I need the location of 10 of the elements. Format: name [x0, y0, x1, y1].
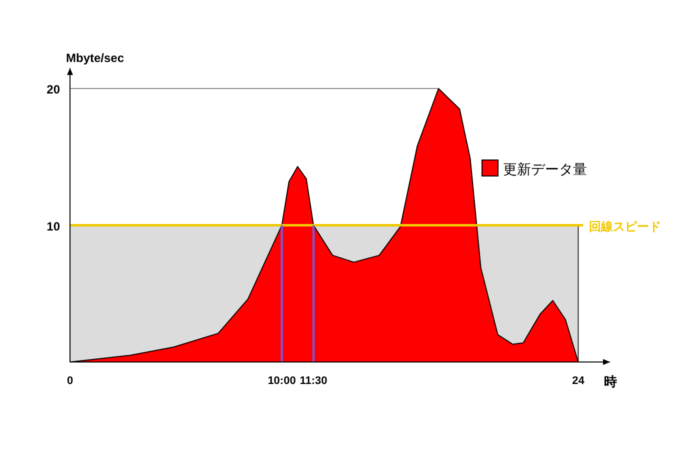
x-tick-label: 10:00 [268, 375, 296, 387]
x-tick-label: 11:30 [300, 375, 328, 387]
y-axis-title: Mbyte/sec [66, 51, 124, 65]
x-tick-label: 24 [572, 375, 586, 387]
x-axis-title: 時 [604, 374, 617, 389]
y-tick-label: 20 [46, 82, 60, 97]
ref-line-label: 回線スピード [589, 219, 662, 234]
x-tick-label: 0 [66, 375, 74, 387]
legend-label: 更新データ量 [503, 161, 587, 177]
y-tick-label: 10 [46, 219, 60, 234]
